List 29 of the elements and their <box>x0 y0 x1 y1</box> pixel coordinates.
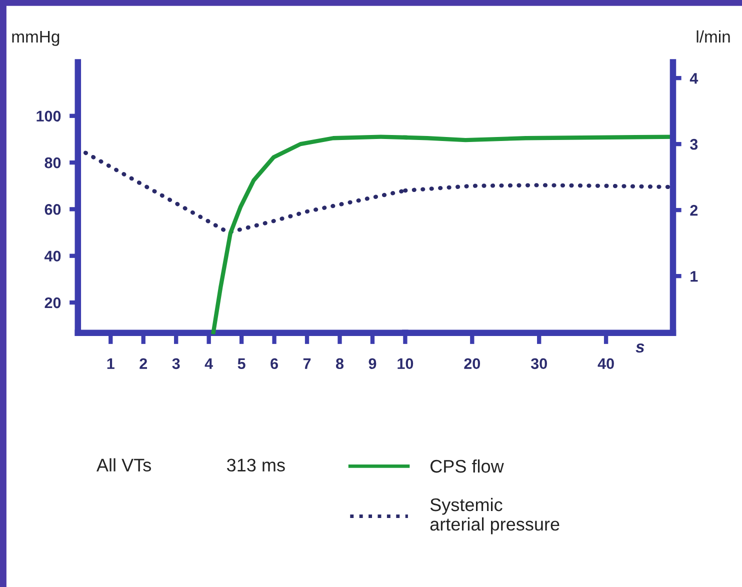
x-tick-label: 8 <box>336 358 344 370</box>
x-tick-label: 3 <box>172 358 180 370</box>
text: All VTs <box>96 458 151 472</box>
legend-label: Systemic arterial pressure <box>430 498 560 534</box>
y2-tick-label: 4 <box>690 73 698 84</box>
x-axis-title: s <box>636 344 644 353</box>
y2-axis-title: l/min <box>696 30 730 43</box>
x-tick-label: 10 <box>398 358 414 370</box>
x-tick-label: 5 <box>238 358 246 370</box>
y2-tick-label: 2 <box>690 204 698 216</box>
x-tick-label: 1 <box>107 358 114 369</box>
y2-tick-label: 1 <box>690 271 698 282</box>
x-tick-label: 6 <box>270 358 278 370</box>
y-tick-label: 80 <box>44 157 61 168</box>
x-tick-label: 30 <box>530 358 547 370</box>
y-tick-label: 20 <box>44 297 61 308</box>
y-tick-label: 60 <box>44 204 61 215</box>
x-tick-label: 20 <box>464 358 480 370</box>
y-axis-title: mmHg <box>12 31 60 46</box>
y-tick-label: 100 <box>36 110 61 122</box>
legend-label: CPS flow <box>430 459 504 473</box>
y-tick-label: 40 <box>44 250 61 262</box>
y2-tick-label: 3 <box>690 138 698 150</box>
x-tick-label: 40 <box>598 358 614 370</box>
text: 313 ms <box>227 458 285 472</box>
x-tick-label: 9 <box>368 358 376 370</box>
x-tick-label: 2 <box>140 358 148 369</box>
x-tick-label: 7 <box>303 358 311 369</box>
x-tick-label: 4 <box>204 358 213 369</box>
